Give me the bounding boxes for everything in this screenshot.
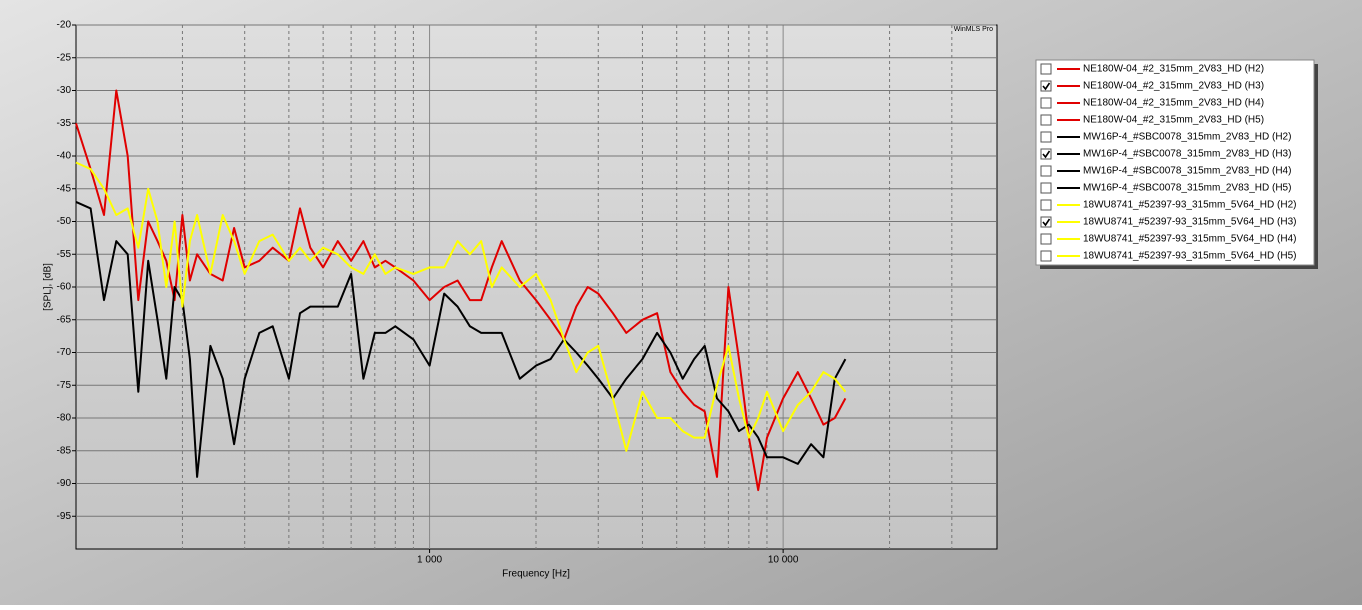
x-tick-label: 10 000 (768, 555, 799, 566)
legend-label: 18WU8741_#52397-93_315mm_5V64_HD (H2) (1083, 200, 1296, 211)
y-tick-label: -80 (57, 413, 72, 424)
legend-checkbox[interactable] (1040, 165, 1052, 177)
y-tick-label: -40 (57, 151, 72, 162)
y-tick-label: -70 (57, 347, 72, 358)
y-tick-label: -85 (57, 445, 72, 456)
y-tick-label: -75 (57, 380, 72, 391)
legend-check (1042, 150, 1051, 159)
legend-label: NE180W-04_#2_315mm_2V83_HD (H4) (1083, 98, 1264, 109)
watermark: WinMLS Pro (954, 26, 993, 33)
legend-label: 18WU8741_#52397-93_315mm_5V64_HD (H5) (1083, 251, 1296, 262)
legend-checkbox[interactable] (1040, 182, 1052, 194)
legend-checkbox[interactable] (1040, 114, 1052, 126)
legend-label: 18WU8741_#52397-93_315mm_5V64_HD (H3) (1083, 217, 1296, 228)
y-tick-label: -60 (57, 282, 72, 293)
legend-label: MW16P-4_#SBC0078_315mm_2V83_HD (H4) (1083, 166, 1291, 177)
legend-checkbox[interactable] (1040, 63, 1052, 75)
legend-label: MW16P-4_#SBC0078_315mm_2V83_HD (H5) (1083, 183, 1291, 194)
series-line (75, 89, 847, 492)
y-tick-label: -20 (57, 20, 72, 31)
legend-checkbox[interactable] (1040, 148, 1052, 160)
legend-label: NE180W-04_#2_315mm_2V83_HD (H5) (1083, 115, 1264, 126)
legend-label: NE180W-04_#2_315mm_2V83_HD (H2) (1083, 64, 1264, 75)
y-tick-label: -65 (57, 314, 72, 325)
y-tick-label: -95 (57, 511, 72, 522)
y-tick-label: -45 (57, 183, 72, 194)
x-tick-label: 1 000 (417, 555, 442, 566)
x-axis-label: Frequency [Hz] (502, 569, 570, 580)
legend-checkbox[interactable] (1040, 131, 1052, 143)
legend-entries: NE180W-04_#2_315mm_2V83_HD (H2) NE180W-04… (1040, 63, 1296, 262)
legend-label: MW16P-4_#SBC0078_315mm_2V83_HD (H2) (1083, 132, 1291, 143)
legend-check (1042, 218, 1051, 227)
y-tick-label: -90 (57, 478, 72, 489)
series-line (75, 161, 847, 452)
legend-checkbox[interactable] (1040, 97, 1052, 109)
y-tick-label: -25 (57, 52, 72, 63)
legend (1035, 59, 1315, 266)
legend-checkbox[interactable] (1040, 80, 1052, 92)
y-tick-label: -30 (57, 85, 72, 96)
y-axis-label: [SPL], [dB] (43, 263, 54, 311)
y-tick-label: -55 (57, 249, 72, 260)
legend-checkbox[interactable] (1040, 216, 1052, 228)
legend-label: 18WU8741_#52397-93_315mm_5V64_HD (H4) (1083, 234, 1296, 245)
y-tick-label: -35 (57, 118, 72, 129)
legend-checkbox[interactable] (1040, 233, 1052, 245)
legend-checkbox[interactable] (1040, 250, 1052, 262)
y-tick-label: -50 (57, 216, 72, 227)
legend-check (1042, 82, 1051, 91)
legend-label: NE180W-04_#2_315mm_2V83_HD (H3) (1083, 81, 1264, 92)
legend-label: MW16P-4_#SBC0078_315mm_2V83_HD (H3) (1083, 149, 1291, 160)
curves (75, 89, 847, 492)
legend-checkbox[interactable] (1040, 199, 1052, 211)
series-line (75, 200, 847, 478)
